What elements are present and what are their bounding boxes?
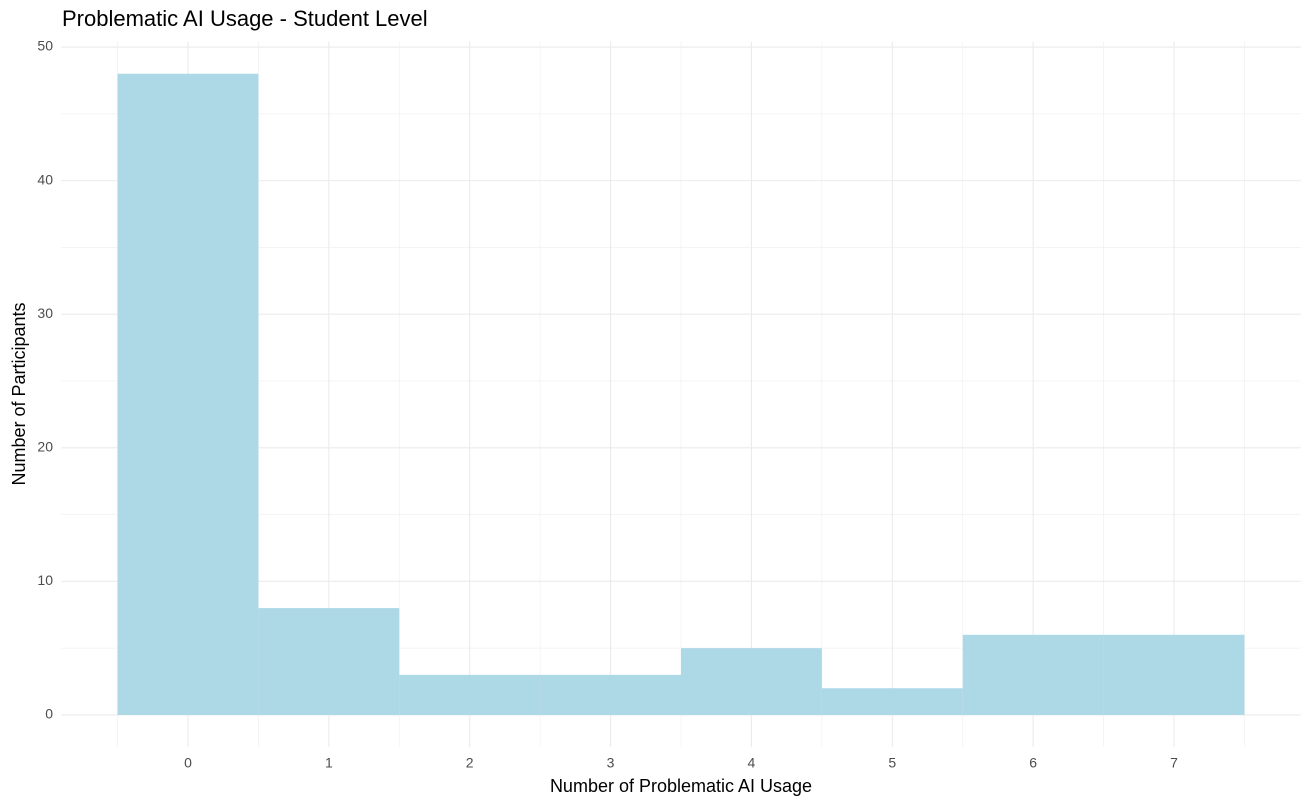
x-tick-label: 4 <box>748 755 756 771</box>
bar <box>1103 634 1245 715</box>
x-tick-label: 7 <box>1170 755 1178 771</box>
y-tick-label: 10 <box>37 572 53 588</box>
y-axis-title: Number of Participants <box>9 302 29 485</box>
x-tick-label: 1 <box>325 755 333 771</box>
x-tick-label: 3 <box>607 755 615 771</box>
x-tick-label: 6 <box>1029 755 1037 771</box>
x-tick-label: 5 <box>888 755 896 771</box>
y-tick-label: 0 <box>45 706 53 722</box>
bar <box>258 608 400 715</box>
tick-labels: 0 10 20 30 40 50 0 1 2 3 4 5 6 7 <box>37 38 1178 771</box>
bar <box>821 688 963 715</box>
y-tick-label: 50 <box>37 38 53 54</box>
x-tick-label: 2 <box>466 755 474 771</box>
bars <box>117 73 1245 715</box>
y-tick-label: 20 <box>37 438 53 454</box>
y-tick-label: 40 <box>37 171 53 187</box>
bar <box>540 674 681 715</box>
bar <box>117 73 259 715</box>
bar <box>399 674 541 715</box>
x-tick-label: 0 <box>184 755 192 771</box>
x-axis-title: Number of Problematic AI Usage <box>550 776 812 796</box>
chart-title: Problematic AI Usage - Student Level <box>62 6 428 31</box>
bar <box>962 634 1104 715</box>
y-tick-label: 30 <box>37 305 53 321</box>
bar <box>681 648 822 715</box>
